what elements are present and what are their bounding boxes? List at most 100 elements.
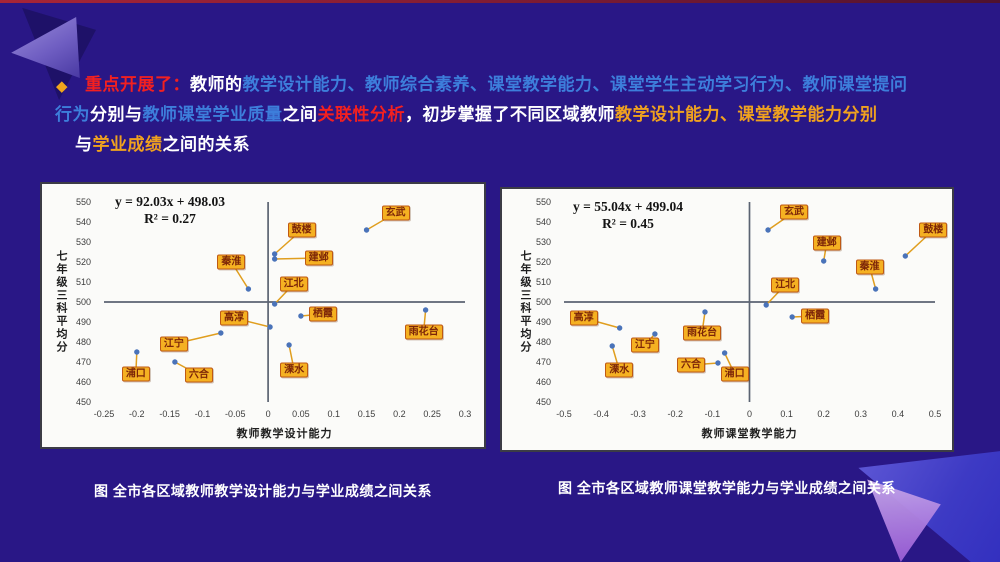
district-callout-label: 高淳 [569,310,598,326]
headline-line: 重点开展了：教师的教学设计能力、教师综合素养、课堂教学能力、课堂学生主动学习行为… [0,70,1000,100]
y-axis-tick: 550 [535,197,551,207]
district-callout-label: 雨花台 [682,325,721,341]
data-point [271,251,278,257]
figure-caption: 图 全市各区域教师教学设计能力与学业成绩之间关系 [94,483,432,499]
district-callout-label: 秦淮 [855,259,884,275]
x-axis-tick: 0.1 [780,409,793,419]
text-run: 学业成绩 [92,135,163,154]
district-callout-label: 浦口 [121,366,150,382]
y-axis-tick: 530 [535,237,551,247]
y-axis-tick: 530 [75,237,91,247]
text-run: 教师的 [190,75,243,94]
data-point [298,313,304,319]
district-callout-label: 溧水 [280,362,309,378]
data-point [218,330,224,336]
text-run: 教学设计能力、教师综合素养、课堂教学能力、课堂学生主动学习行为、教师课堂提问 [242,75,908,94]
y-axis-tick: 470 [75,357,91,367]
x-axis-tick: -0.2 [667,409,684,419]
y-axis-tick: 500 [535,297,551,307]
y-axis-tick: 460 [75,377,91,387]
data-point [267,324,273,330]
diamond-bullet-icon: ◆ [56,78,68,95]
x-axis-tick: 0.25 [423,409,441,419]
district-callout-label: 江宁 [630,337,659,353]
data-point [715,360,721,366]
district-callout-label: 秦淮 [217,254,246,270]
district-callout-label: 鼓楼 [919,222,948,238]
corner-triangle-decoration [858,451,1000,562]
y-axis-tick: 470 [535,357,551,367]
district-callout-label: 江北 [771,277,800,293]
y-axis-tick: 540 [535,217,551,227]
x-axis-tick: 0.2 [393,409,406,419]
text-run: 教师课堂学业质量 [142,105,283,124]
data-point [363,227,370,233]
x-axis-tick: 0.05 [292,409,310,419]
trend-equation: y = 92.03x + 498.03 [115,194,225,209]
r-squared-value: R² = 0.27 [144,211,196,226]
y-axis-tick: 480 [75,337,91,347]
district-callout-label: 栖霞 [308,306,337,322]
y-axis-tick: 450 [535,397,551,407]
data-point [872,286,879,292]
text-run: 教学设计能力、课堂教学能力分别 [615,105,878,124]
district-callout-label: 建邺 [812,235,841,251]
trend-equation: y = 55.04x + 499.04 [573,199,683,214]
top-accent-strip [0,0,1000,3]
data-point [286,342,292,348]
district-callout-label: 浦口 [720,366,749,382]
data-point [652,331,658,337]
data-point [821,258,827,264]
text-run: 行为 [55,105,90,124]
text-run: 之间 [282,105,318,124]
data-point [609,343,615,349]
text-run: 分别与 [90,105,143,124]
y-axis-tick: 490 [535,317,551,327]
y-axis-tick: 500 [75,297,91,307]
scatter-plot-canvas [104,202,465,402]
x-axis-tick: -0.15 [159,409,180,419]
x-axis-tick: 0.2 [817,409,830,419]
district-callout-label: 玄武 [381,205,410,221]
y-axis-tick: 480 [535,337,551,347]
x-axis-tick: -0.1 [704,409,721,419]
y-axis-tick: 510 [75,277,91,287]
x-axis-tick: 0 [746,409,753,419]
y-axis-tick: 490 [75,317,91,327]
text-run: 之间的关系 [162,135,250,154]
x-axis-tick: 0.3 [458,409,472,419]
text-run: 重点开展了： [85,75,190,94]
district-callout-label: 建邺 [304,250,333,266]
data-point [172,359,178,365]
data-point [902,253,909,259]
district-callout-label: 江北 [279,276,308,292]
x-axis-tick: 0 [265,409,271,419]
x-axis-tick: -0.4 [593,409,609,419]
figure-caption: 图 全市各区域教师课堂教学能力与学业成绩之间关系 [558,480,896,496]
y-axis-tick: 510 [535,277,551,287]
data-point [271,256,278,262]
data-point [245,286,252,292]
y-axis-title: 七年级三科平均分 [519,250,531,354]
y-axis-tick: 550 [75,197,91,207]
text-run: 与 [75,135,93,154]
r-squared-value: R² = 0.45 [602,216,654,231]
x-axis-tick: 0.4 [891,409,905,419]
headline-line: 与学业成绩之间的关系 [0,130,1000,160]
x-axis-tick: -0.05 [225,409,246,419]
data-point [765,227,771,233]
x-axis-tick: 0.1 [327,409,340,419]
x-axis-tick: -0.25 [93,409,115,419]
district-callout-label: 栖霞 [801,308,830,324]
y-axis-tick: 460 [535,377,551,387]
headline-line: 行为分别与教师课堂学业质量之间关联性分析，初步掌握了不同区域教师教学设计能力、课… [0,100,1000,130]
x-axis-tick: 0.3 [854,409,868,419]
data-point [616,325,623,331]
x-axis-title: 教师课堂教学能力 [701,428,798,440]
x-axis-title: 教师教学设计能力 [236,428,333,440]
y-axis-title: 七年级三科平均分 [55,250,67,354]
district-callout-label: 雨花台 [404,324,443,340]
scatter-chart-classroom-ability: 450 460 470 480 490 500 510 520 530 540 550 -0.5 -0.… [500,187,954,452]
district-callout-label: 玄武 [780,204,809,220]
